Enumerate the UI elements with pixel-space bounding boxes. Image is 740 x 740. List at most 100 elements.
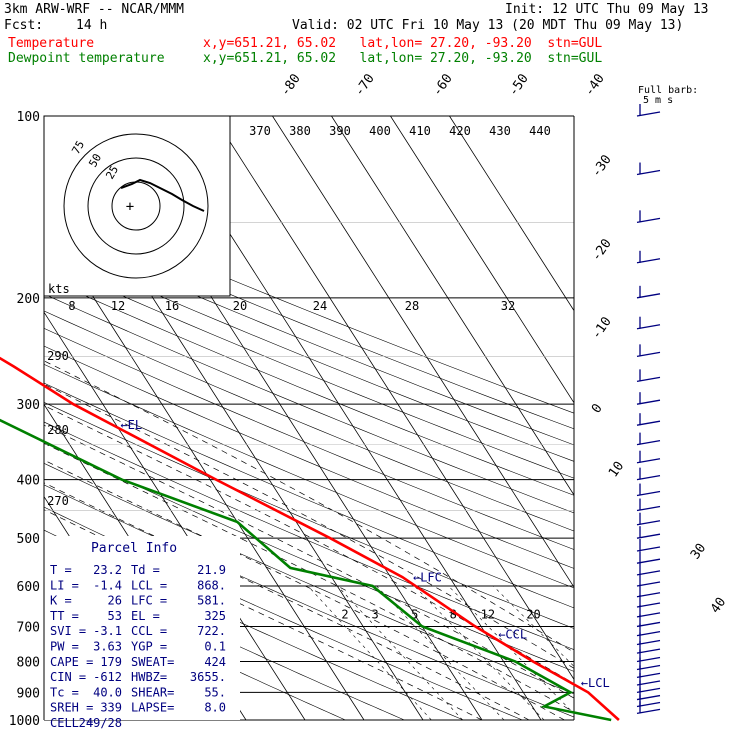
speed-scale-label: 20 (233, 299, 247, 313)
wind-barb (636, 708, 661, 714)
pressure-label: 1000 (9, 714, 40, 729)
wind-barb (636, 324, 661, 330)
wind-barb (636, 694, 661, 701)
kts-label: kts (48, 282, 70, 296)
isotherm-line (331, 116, 574, 496)
isotherm-line (44, 219, 365, 720)
parcel-label: T = (50, 563, 72, 577)
pressure-label: 800 (17, 655, 40, 670)
isotherm-label: 40 (708, 595, 729, 616)
init-time: Init: 12 UTC Thu 09 May 13 (505, 2, 709, 17)
dry-adiabat (44, 401, 574, 629)
parcel-label: SREH = (50, 701, 93, 715)
mixing-ratio-line (448, 585, 574, 715)
wind-barb (636, 376, 661, 382)
hodograph-ring (63, 133, 209, 279)
hodograph-ring-label: 50 (86, 152, 104, 170)
parcel-value: 722. (197, 624, 226, 638)
theta-label: 400 (369, 124, 391, 138)
parcel-label: CAPE = (50, 655, 93, 669)
wind-barb (636, 701, 661, 708)
dewpoint-profile (0, 418, 612, 722)
parcel-label: LCL = (131, 578, 167, 592)
parcel-label: SVI = (50, 624, 86, 638)
speed-scale-label: 12 (111, 299, 125, 313)
wind-barb (636, 558, 661, 564)
wind-barb (636, 656, 661, 663)
speed-scale-label: 24 (313, 299, 327, 313)
parcel-label: K = (50, 594, 72, 608)
wind-barb (636, 217, 661, 223)
hodograph-ring (87, 157, 185, 255)
pressure-label: 700 (17, 620, 40, 635)
wind-barb (636, 293, 661, 299)
speed-scale-label: 8 (68, 299, 75, 313)
temperature-legend: Temperature (8, 36, 95, 51)
dry-adiabat (44, 442, 574, 672)
hodograph-ring-label: 25 (103, 164, 121, 182)
wind-barb (636, 570, 661, 576)
parcel-label: SWEAT= (131, 655, 174, 669)
mixing-ratio-line (307, 585, 432, 720)
parcel-value: -612 (93, 670, 122, 684)
wind-barb (636, 111, 661, 117)
theta-label: 390 (329, 124, 351, 138)
parcel-value: 40.0 (93, 685, 122, 699)
parcel-value: 424 (204, 655, 226, 669)
hodograph-trace (120, 178, 205, 212)
isotherm-label: 0 (589, 401, 606, 416)
speed-scale-label: 16 (165, 299, 179, 313)
mixing-ratio-line (337, 585, 463, 720)
parcel-value: 26 (108, 594, 122, 608)
pressure-label: 600 (17, 580, 40, 595)
theta-label: 370 (249, 124, 271, 138)
isotherm-label: -70 (352, 71, 378, 99)
hodograph-ring-label: 75 (69, 139, 87, 157)
parcel-label: TT = (50, 609, 79, 623)
wind-barb (636, 631, 661, 637)
parcel-label: Td = (131, 563, 160, 577)
isotherm-line (390, 116, 574, 404)
parcel-value: 0.1 (204, 640, 226, 654)
wind-barb (636, 169, 661, 176)
mixing-ratio-label: 3 (371, 607, 378, 621)
speed-scale-label: 32 (501, 299, 515, 313)
hodograph-box (43, 115, 231, 297)
wind-barb (636, 505, 661, 512)
wind-barb (636, 439, 661, 446)
parcel-level-annotation: ←LFC (413, 571, 442, 585)
pressure-label: 200 (17, 292, 40, 307)
mixing-ratio-line (376, 585, 505, 720)
temperature-location: x,y=651.21, 65.02 lat,lon= 27.20, -93.20… (203, 36, 603, 51)
pressure-label: 500 (17, 532, 40, 547)
parcel-label: YGP = (131, 640, 167, 654)
wind-barb (636, 490, 661, 497)
wind-barb (636, 546, 661, 552)
parcel-level-annotation: ←LCL (581, 676, 610, 690)
parcel-box (44, 536, 240, 720)
wind-barb (636, 612, 661, 618)
wind-barb (636, 533, 661, 539)
isotherm-label: -30 (589, 152, 615, 180)
parcel-level-annotation: ←EL (120, 418, 142, 432)
parcel-value: 325 (204, 609, 226, 623)
wind-barb (636, 351, 661, 357)
fcst-label: Fcst: (4, 18, 44, 33)
pressure-label: 400 (17, 474, 40, 489)
isotherm-label: -10 (589, 314, 615, 342)
isotherm-line (0, 116, 10, 720)
theta-label: 440 (529, 124, 551, 138)
parcel-value: 339 (100, 701, 122, 715)
parcel-value: 23.2 (93, 563, 122, 577)
parcel-value: 3655. (190, 670, 226, 684)
parcel-label: CCL = (131, 624, 167, 638)
isotherm-label: -20 (589, 236, 615, 264)
parcel-title: Parcel Info (91, 541, 177, 556)
parcel-label: LI = (50, 578, 79, 592)
parcel-value: 55. (204, 685, 226, 699)
parcel-label: CELL = (50, 716, 93, 730)
wind-barb (636, 602, 661, 608)
parcel-label: LAPSE= (131, 701, 174, 715)
wind-barb (636, 475, 661, 481)
